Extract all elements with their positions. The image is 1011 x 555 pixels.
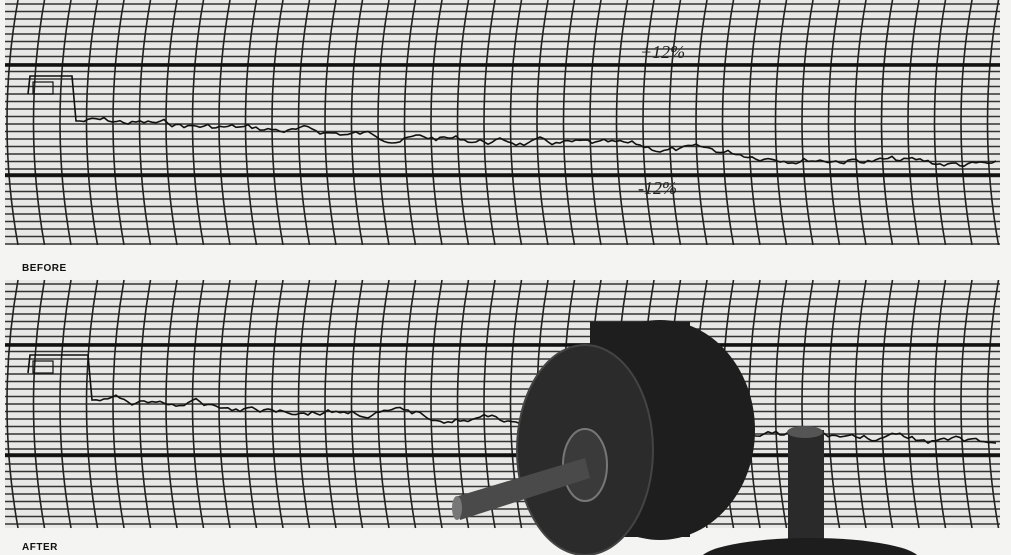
- time-arc: [85, 279, 99, 529]
- time-arc: [191, 279, 205, 529]
- base: [702, 538, 918, 555]
- time-arc: [403, 279, 417, 529]
- annotation: +12%: [640, 42, 685, 62]
- time-arc: [112, 279, 125, 529]
- time-arc: [32, 0, 46, 246]
- post-top: [787, 426, 823, 438]
- time-arc: [509, 0, 523, 246]
- axle: [455, 458, 590, 520]
- time-arc: [218, 279, 231, 529]
- time-arc: [986, 0, 1000, 246]
- time-arc: [880, 279, 894, 529]
- time-arc: [377, 0, 390, 246]
- time-arc: [589, 0, 602, 246]
- time-arc: [350, 0, 364, 246]
- time-arc: [854, 279, 867, 529]
- time-arc: [774, 0, 788, 246]
- time-arc: [244, 279, 258, 529]
- time-arc: [403, 0, 417, 246]
- time-arc: [880, 0, 894, 246]
- time-arc: [32, 279, 46, 529]
- time-arc: [933, 0, 947, 246]
- time-arc: [324, 279, 337, 529]
- time-arc: [483, 0, 496, 246]
- strip-label: AFTER: [22, 542, 58, 553]
- time-arc: [430, 0, 443, 246]
- time-arc: [774, 279, 788, 529]
- time-arc: [377, 279, 390, 529]
- time-arc: [854, 0, 867, 246]
- time-arc: [642, 0, 655, 246]
- axle-end: [452, 496, 462, 520]
- wheel-object: [452, 320, 918, 555]
- time-arc: [6, 0, 19, 246]
- time-arc: [191, 0, 205, 246]
- time-arc: [907, 0, 920, 246]
- time-arc: [615, 0, 629, 246]
- time-arc: [218, 0, 231, 246]
- time-arc: [297, 0, 311, 246]
- time-arc: [907, 279, 920, 529]
- trace-box: [32, 81, 54, 95]
- post: [788, 430, 824, 555]
- time-arc: [350, 279, 364, 529]
- trace-box: [32, 360, 54, 374]
- time-arc: [695, 0, 708, 246]
- time-arc: [324, 0, 337, 246]
- time-arc: [6, 279, 19, 529]
- time-arc: [562, 0, 576, 246]
- time-arc: [668, 0, 682, 246]
- time-arc: [827, 0, 841, 246]
- annotation: -12%: [638, 178, 677, 198]
- time-arc: [456, 0, 470, 246]
- chart-strip: [5, 0, 1000, 246]
- time-arc: [827, 279, 841, 529]
- time-arc: [297, 279, 311, 529]
- time-arc: [721, 0, 735, 246]
- time-arc: [430, 279, 443, 529]
- time-arc: [960, 0, 973, 246]
- time-arc: [138, 279, 152, 529]
- time-arc: [748, 0, 761, 246]
- time-arc: [271, 0, 284, 246]
- time-arc: [59, 0, 72, 246]
- strip-label: BEFORE: [22, 263, 67, 274]
- time-arc: [960, 279, 973, 529]
- time-arc: [271, 279, 284, 529]
- time-arc: [138, 0, 152, 246]
- time-arc: [85, 0, 99, 246]
- time-arc: [59, 279, 72, 529]
- time-arc: [536, 0, 549, 246]
- trace: [27, 75, 997, 168]
- time-arc: [801, 0, 814, 246]
- time-arc: [244, 0, 258, 246]
- time-arc: [933, 279, 947, 529]
- time-arc: [986, 279, 1000, 529]
